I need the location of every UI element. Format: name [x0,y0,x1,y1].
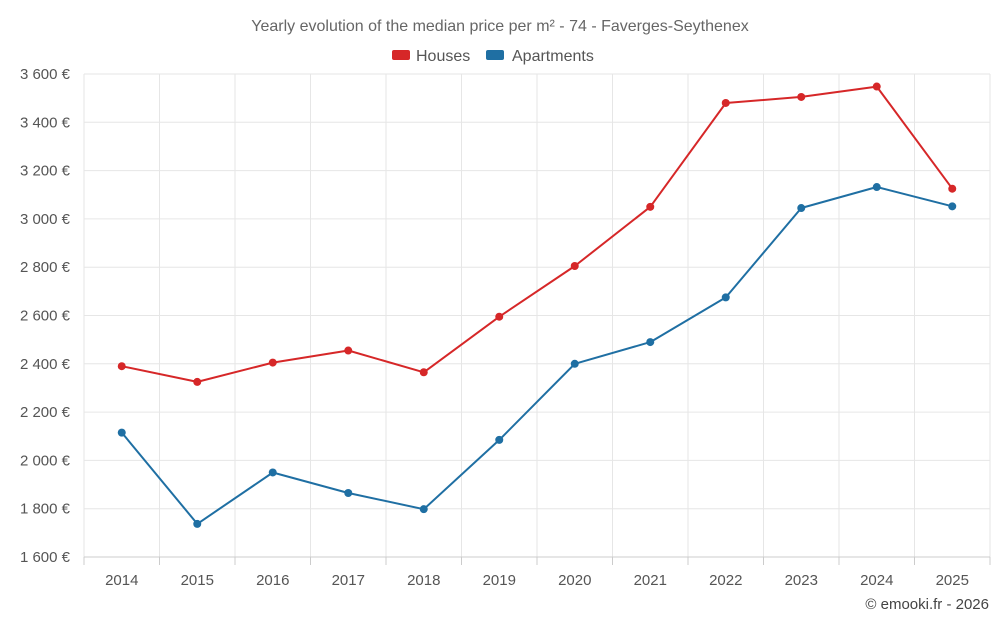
legend-swatch-apartments [486,50,504,60]
series-group [117,82,957,528]
x-tick-label: 2025 [936,572,969,589]
data-point-apartments[interactable] [193,519,202,528]
x-tick-label: 2019 [483,572,516,589]
data-point-houses[interactable] [797,92,806,101]
data-point-houses[interactable] [419,368,428,377]
x-tick-label: 2016 [256,572,289,589]
data-point-houses[interactable] [117,362,126,371]
y-tick-label: 2 800 € [20,259,71,276]
data-point-apartments[interactable] [872,183,881,192]
data-point-apartments[interactable] [117,428,126,437]
series-line-houses [121,85,954,383]
series-line-apartments [121,186,953,525]
legend-item-houses[interactable]: Houses [392,48,470,65]
credit-text: © emooki.fr - 2026 [865,596,989,613]
data-point-houses[interactable] [948,184,957,193]
legend: Houses Apartments [392,48,594,65]
data-point-apartments[interactable] [721,293,730,302]
series-apartments [117,183,957,528]
x-axis: 2014 2015 2016 2017 2018 2019 2020 2021 2022 2023… [83,556,991,589]
series-houses [117,82,957,386]
legend-label-apartments: Apartments [512,48,594,65]
data-point-apartments[interactable] [797,204,806,213]
x-tick-label: 2021 [634,572,667,589]
x-tick-label: 2018 [407,572,440,589]
legend-item-apartments[interactable]: Apartments [486,48,594,65]
y-tick-label: 3 600 € [20,66,71,83]
data-point-houses[interactable] [268,358,277,367]
y-tick-label: 3 200 € [20,163,71,180]
data-point-houses[interactable] [495,312,504,321]
data-point-apartments[interactable] [570,359,579,368]
y-tick-label: 3 400 € [20,114,71,131]
x-tick-label: 2015 [181,572,214,589]
data-point-houses[interactable] [646,202,655,211]
chart-title: Yearly evolution of the median price per… [251,18,748,35]
y-tick-label: 1 800 € [20,501,71,518]
x-tick-label: 2023 [785,572,818,589]
y-tick-label: 2 400 € [20,356,71,373]
x-tick-label: 2022 [709,572,742,589]
x-tick-label: 2017 [332,572,365,589]
data-point-houses[interactable] [570,261,579,270]
x-tick-label: 2024 [860,572,893,589]
data-point-apartments[interactable] [948,202,957,211]
x-tick-label: 2014 [105,572,138,589]
data-point-apartments[interactable] [419,505,428,514]
y-tick-label: 3 000 € [20,211,71,228]
data-point-apartments[interactable] [495,435,504,444]
data-point-houses[interactable] [721,98,730,107]
grid [83,73,991,557]
data-point-apartments[interactable] [268,468,277,477]
y-tick-label: 2 000 € [20,452,71,469]
legend-swatch-houses [392,50,410,60]
y-tick-label: 2 200 € [20,404,71,421]
data-point-houses[interactable] [872,82,881,91]
data-point-houses[interactable] [193,377,202,386]
data-point-apartments[interactable] [344,489,353,498]
y-tick-label: 1 600 € [20,549,71,566]
data-point-apartments[interactable] [646,338,655,347]
legend-label-houses: Houses [416,48,470,65]
y-axis: 1 600 € 1 800 € 2 000 € 2 200 € 2 400 € 2 600… [20,66,71,566]
x-tick-label: 2020 [558,572,591,589]
y-tick-label: 2 600 € [20,308,71,325]
data-point-houses[interactable] [344,346,353,355]
